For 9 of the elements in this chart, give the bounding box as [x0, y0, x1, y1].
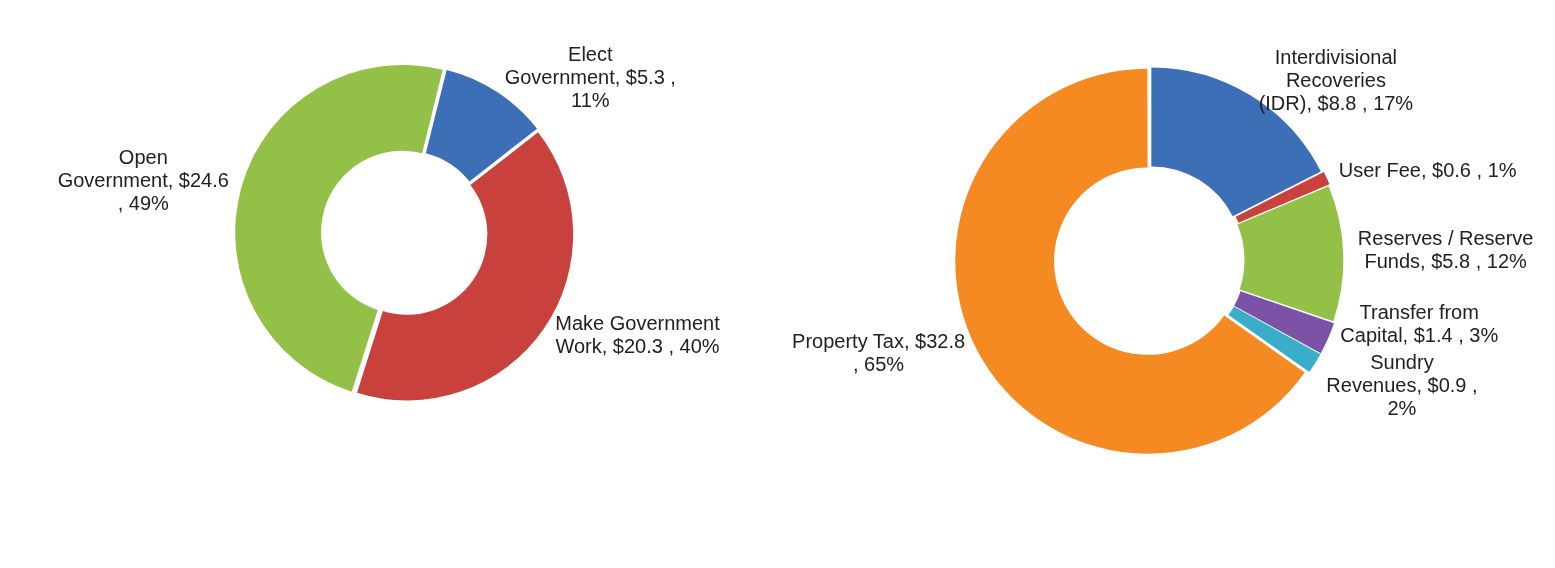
slice-label: User Fee, $0.6 , 1%: [1338, 158, 1517, 181]
slice-label: Sundry Revenues, $0.9 , 2%: [1326, 350, 1478, 419]
slice-label: Property Tax, $32.8 , 65%: [792, 330, 966, 376]
slice-label: Make Government Work, $20.3 , 40%: [555, 311, 721, 357]
slice-label: Reserves / Reserve Funds, $5.8 , 12%: [1357, 227, 1534, 273]
slice-label: Open Government, $24.6 , 49%: [57, 146, 229, 215]
slice-label: Interdivisional Recoveries (IDR), $8.8 , 17%: [1258, 45, 1414, 114]
slice-label: Transfer from Capital, $1.4 , 3%: [1340, 300, 1499, 346]
slice-label: Elect Government, $5.3 , 11%: [504, 42, 676, 111]
